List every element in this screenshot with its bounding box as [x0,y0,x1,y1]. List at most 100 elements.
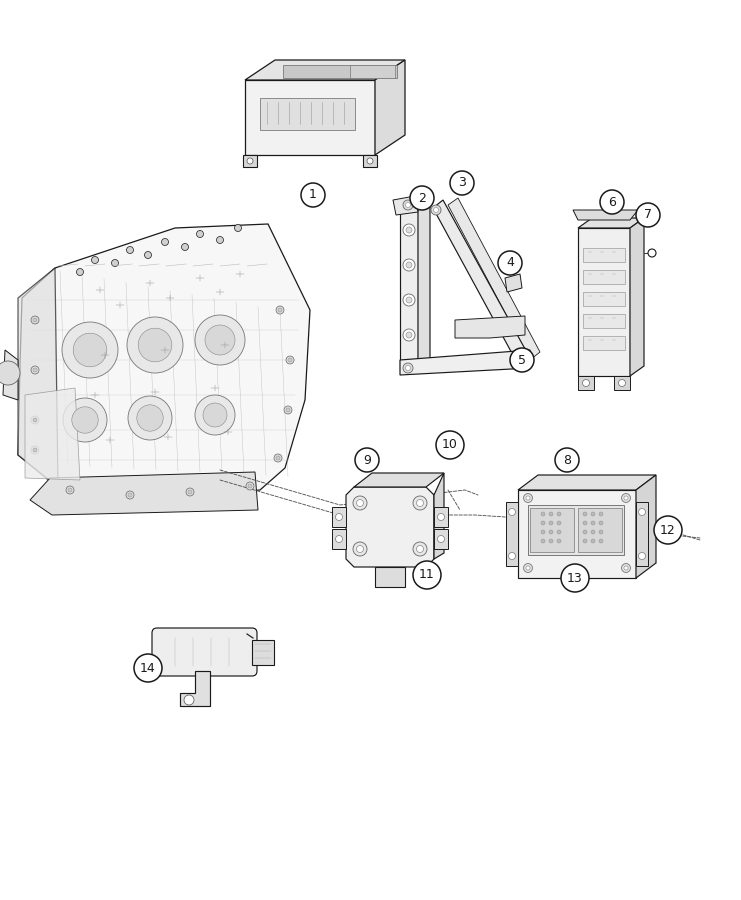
Circle shape [541,521,545,525]
Polygon shape [400,210,418,370]
FancyBboxPatch shape [332,529,346,549]
Polygon shape [505,274,522,292]
Circle shape [403,363,413,373]
Text: 12: 12 [660,524,676,536]
Circle shape [541,530,545,534]
Circle shape [72,407,99,433]
FancyBboxPatch shape [583,270,625,284]
Circle shape [624,496,628,500]
Polygon shape [400,350,530,375]
Circle shape [63,398,107,442]
Polygon shape [354,473,444,487]
Text: 4: 4 [506,256,514,269]
Circle shape [583,521,587,525]
Polygon shape [418,200,430,370]
Polygon shape [180,671,210,706]
Circle shape [288,358,292,362]
Polygon shape [25,388,80,480]
Circle shape [583,530,587,534]
Circle shape [582,380,590,386]
Circle shape [591,530,595,534]
Circle shape [127,317,183,373]
Circle shape [184,695,194,705]
Circle shape [523,563,533,572]
Circle shape [91,256,99,264]
Circle shape [599,521,603,525]
Circle shape [549,512,553,516]
FancyBboxPatch shape [583,314,625,328]
Circle shape [561,564,589,592]
Circle shape [356,500,364,507]
Polygon shape [245,80,375,155]
FancyBboxPatch shape [528,505,624,555]
Circle shape [437,536,445,543]
Circle shape [406,297,412,303]
Polygon shape [363,155,377,167]
Circle shape [622,563,631,572]
Circle shape [403,294,415,306]
Circle shape [367,158,373,164]
Circle shape [203,403,227,427]
Circle shape [413,542,427,556]
Circle shape [68,488,72,492]
Circle shape [436,431,464,459]
Circle shape [526,566,530,570]
Circle shape [648,249,656,257]
Polygon shape [630,218,644,376]
Circle shape [139,328,172,362]
Circle shape [523,493,533,502]
Polygon shape [375,60,405,155]
Circle shape [599,512,603,516]
Circle shape [248,484,252,488]
Circle shape [336,536,342,543]
Circle shape [403,200,413,210]
Text: 13: 13 [567,572,583,584]
Circle shape [284,406,292,414]
Circle shape [301,183,325,207]
Text: 3: 3 [458,176,466,190]
Polygon shape [578,228,630,376]
Circle shape [126,491,134,499]
FancyBboxPatch shape [583,336,625,350]
Polygon shape [346,487,434,567]
Circle shape [406,262,412,268]
Circle shape [162,238,168,246]
Circle shape [182,244,188,250]
Circle shape [62,322,118,378]
Text: 2: 2 [418,192,426,204]
FancyBboxPatch shape [252,640,274,665]
Polygon shape [573,210,638,220]
Circle shape [128,396,172,440]
Circle shape [413,496,427,510]
Polygon shape [506,502,518,566]
Circle shape [599,539,603,543]
Circle shape [403,329,415,341]
Polygon shape [3,350,18,400]
Circle shape [619,380,625,386]
Circle shape [639,508,645,516]
Circle shape [66,486,74,494]
Circle shape [274,454,282,462]
Circle shape [406,227,412,233]
Circle shape [515,350,525,360]
Polygon shape [636,475,656,578]
Polygon shape [518,490,636,578]
Text: 1: 1 [309,188,317,202]
Circle shape [286,356,294,364]
Circle shape [31,416,39,424]
FancyBboxPatch shape [434,507,448,527]
Text: 11: 11 [419,569,435,581]
Circle shape [508,508,516,516]
Circle shape [437,514,445,520]
Circle shape [134,654,162,682]
Circle shape [513,360,523,370]
Circle shape [416,500,424,507]
Polygon shape [283,65,397,78]
Circle shape [195,315,245,365]
FancyBboxPatch shape [332,507,346,527]
Polygon shape [518,475,656,490]
Circle shape [557,539,561,543]
Circle shape [405,365,411,371]
Text: 8: 8 [563,454,571,466]
Circle shape [555,448,579,472]
